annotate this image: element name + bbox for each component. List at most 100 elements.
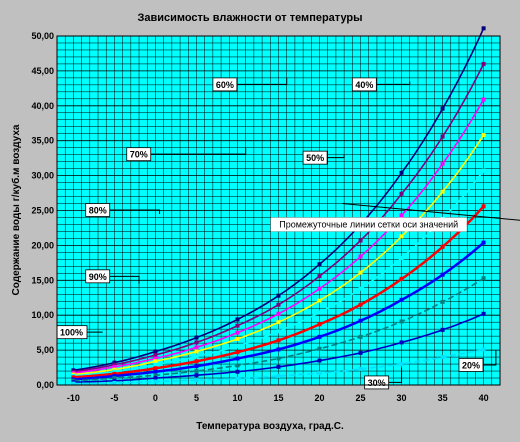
callout-box <box>458 358 484 372</box>
data-point <box>317 274 322 279</box>
callout-box <box>351 77 377 92</box>
data-point <box>317 322 322 327</box>
data-point <box>194 354 199 359</box>
data-point <box>358 366 363 371</box>
data-point <box>276 347 281 352</box>
data-point <box>481 133 486 138</box>
callout-line <box>109 275 140 284</box>
data-point <box>235 356 240 361</box>
x-tick-label: -5 <box>110 393 118 403</box>
x-tick-label: 30 <box>397 393 407 403</box>
axes: 0,00 5,00 10,00 15,00 20,00 25,00 30,00 35,00 40… <box>31 31 501 403</box>
callout-line <box>150 147 247 155</box>
x-tick-label: 15 <box>273 393 283 403</box>
data-point <box>399 276 404 281</box>
data-point <box>358 302 363 307</box>
data-point <box>194 373 199 378</box>
data-point <box>153 373 158 378</box>
y-tick-label: 30,00 <box>31 171 54 181</box>
data-point <box>276 373 281 378</box>
data-point <box>399 297 404 302</box>
data-point <box>440 327 445 332</box>
callout-line <box>388 367 403 383</box>
data-point <box>481 204 486 209</box>
data-point <box>358 286 363 291</box>
data-point <box>153 379 158 384</box>
data-point <box>235 369 240 374</box>
callout-line <box>376 81 411 85</box>
x-tick-label: 0 <box>153 393 158 403</box>
data-point <box>440 189 445 194</box>
data-point <box>112 373 117 378</box>
data-point <box>276 320 281 325</box>
x-tick-label: 35 <box>438 393 448 403</box>
data-point <box>399 362 404 367</box>
data-point <box>399 340 404 345</box>
callout-label: 90% <box>89 272 107 282</box>
y-tick-label: 5,00 <box>36 345 54 355</box>
callout-line <box>482 350 497 366</box>
note-label: Промежуточные линии сетки оси значений <box>279 219 458 229</box>
data-point <box>317 371 322 376</box>
data-point <box>481 276 486 281</box>
data-point <box>194 349 199 354</box>
data-point <box>194 345 199 350</box>
data-point <box>153 369 158 374</box>
callout-label: 100% <box>60 328 83 338</box>
data-point <box>112 369 117 374</box>
data-point <box>153 376 158 381</box>
data-point <box>317 262 322 267</box>
data-point <box>194 364 199 369</box>
y-tick-label: 15,00 <box>31 275 54 285</box>
data-point <box>399 234 404 239</box>
plot-border <box>56 35 501 386</box>
callout-box <box>302 150 328 165</box>
y-tick-label: 25,00 <box>31 206 54 216</box>
data-point <box>276 329 281 334</box>
data-point <box>276 338 281 343</box>
x-tick-label: 40 <box>479 393 489 403</box>
callout-label: 40% <box>355 80 373 90</box>
data-point <box>194 340 199 345</box>
data-point <box>112 371 117 376</box>
data-point <box>153 349 158 354</box>
data-point <box>481 26 486 31</box>
data-point <box>399 213 404 218</box>
chart-title: Зависимость влажности от температуры <box>137 12 362 24</box>
data-point <box>153 352 158 357</box>
callout-label: 60% <box>216 80 234 90</box>
data-point <box>153 356 158 361</box>
note-box <box>270 217 467 232</box>
x-tick-label: 20 <box>315 393 325 403</box>
data-point <box>317 310 322 315</box>
x-tick-label: 5 <box>194 393 199 403</box>
callout-box <box>85 203 111 217</box>
data-point <box>71 375 76 380</box>
data-point <box>440 355 445 360</box>
data-point <box>112 362 117 367</box>
data-point <box>481 347 486 352</box>
data-point <box>358 318 363 323</box>
data-point <box>399 255 404 260</box>
data-point <box>358 238 363 243</box>
data-point <box>358 270 363 275</box>
data-point <box>112 367 117 372</box>
data-point <box>153 362 158 367</box>
data-point <box>317 334 322 339</box>
callout-line <box>109 209 161 214</box>
data-point <box>235 350 240 355</box>
callouts: 100% 90% 80% 70% 60% 50% 40% 30% 20% Промежуточны… <box>56 77 520 390</box>
data-point <box>440 106 445 111</box>
data-point <box>194 369 199 374</box>
data-point <box>235 317 240 322</box>
y-tick-label: 20,00 <box>31 240 54 250</box>
callout-line <box>327 154 345 159</box>
series-lines <box>71 26 486 386</box>
callout-label: 80% <box>89 206 107 216</box>
data-point <box>235 363 240 368</box>
x-axis-label: Температура воздуха, град.С. <box>196 421 344 432</box>
data-point <box>481 61 486 66</box>
data-point <box>358 334 363 339</box>
data-point <box>440 161 445 166</box>
data-point <box>112 378 117 383</box>
